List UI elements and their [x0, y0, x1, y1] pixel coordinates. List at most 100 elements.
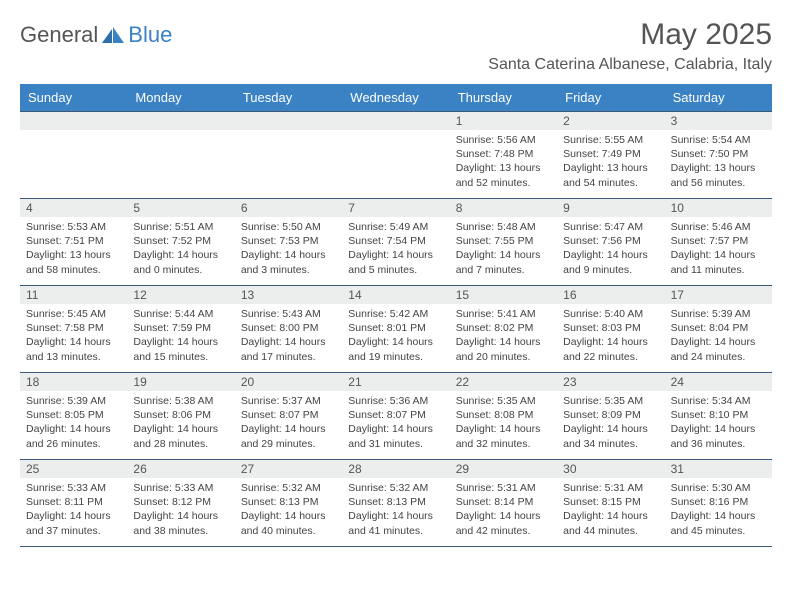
sunrise-text: Sunrise: 5:31 AM — [563, 481, 658, 495]
day-details: Sunrise: 5:48 AMSunset: 7:55 PMDaylight:… — [456, 220, 551, 277]
logo-text-blue: Blue — [128, 22, 172, 48]
sunset-text: Sunset: 8:12 PM — [133, 495, 228, 509]
sunset-text: Sunset: 8:06 PM — [133, 408, 228, 422]
day-cell: 9Sunrise: 5:47 AMSunset: 7:56 PMDaylight… — [557, 199, 664, 285]
daylight-text: Daylight: 14 hours and 31 minutes. — [348, 422, 443, 450]
daylight-text: Daylight: 14 hours and 41 minutes. — [348, 509, 443, 537]
day-number — [235, 112, 342, 130]
day-details: Sunrise: 5:36 AMSunset: 8:07 PMDaylight:… — [348, 394, 443, 451]
sunset-text: Sunset: 7:54 PM — [348, 234, 443, 248]
sunrise-text: Sunrise: 5:56 AM — [456, 133, 551, 147]
week-row: 1Sunrise: 5:56 AMSunset: 7:48 PMDaylight… — [20, 111, 772, 198]
sunset-text: Sunset: 8:09 PM — [563, 408, 658, 422]
daylight-text: Daylight: 14 hours and 44 minutes. — [563, 509, 658, 537]
sunset-text: Sunset: 8:07 PM — [348, 408, 443, 422]
weekday-header: Monday — [127, 84, 234, 111]
weekday-header-row: SundayMondayTuesdayWednesdayThursdayFrid… — [20, 84, 772, 111]
day-cell: 23Sunrise: 5:35 AMSunset: 8:09 PMDayligh… — [557, 373, 664, 459]
daylight-text: Daylight: 13 hours and 58 minutes. — [26, 248, 121, 276]
sunset-text: Sunset: 7:52 PM — [133, 234, 228, 248]
day-number: 24 — [665, 373, 772, 391]
sunrise-text: Sunrise: 5:38 AM — [133, 394, 228, 408]
day-cell: 2Sunrise: 5:55 AMSunset: 7:49 PMDaylight… — [557, 112, 664, 198]
day-details: Sunrise: 5:37 AMSunset: 8:07 PMDaylight:… — [241, 394, 336, 451]
day-details: Sunrise: 5:38 AMSunset: 8:06 PMDaylight:… — [133, 394, 228, 451]
daylight-text: Daylight: 14 hours and 29 minutes. — [241, 422, 336, 450]
sunrise-text: Sunrise: 5:50 AM — [241, 220, 336, 234]
sunrise-text: Sunrise: 5:39 AM — [26, 394, 121, 408]
day-cell: 15 Sunrise: 5:41 AMSunset: 8:02 PMDayligh… — [450, 286, 557, 372]
daylight-text: Daylight: 14 hours and 40 minutes. — [241, 509, 336, 537]
day-number: 15 — [450, 286, 557, 304]
sunset-text: Sunset: 8:01 PM — [348, 321, 443, 335]
daylight-text: Daylight: 14 hours and 11 minutes. — [671, 248, 766, 276]
day-number: 28 — [342, 460, 449, 478]
page-header: General Blue May 2025 Santa Caterina Alb… — [20, 18, 772, 74]
day-cell: 29Sunrise: 5:31 AMSunset: 8:14 PMDayligh… — [450, 460, 557, 546]
daylight-text: Daylight: 14 hours and 45 minutes. — [671, 509, 766, 537]
week-row: 4Sunrise: 5:53 AMSunset: 7:51 PMDaylight… — [20, 198, 772, 285]
day-number: 29 — [450, 460, 557, 478]
day-details: Sunrise: 5:32 AMSunset: 8:13 PMDaylight:… — [241, 481, 336, 538]
day-details: Sunrise: 5:56 AMSunset: 7:48 PMDaylight:… — [456, 133, 551, 190]
day-details: Sunrise: 5:40 AMSunset: 8:03 PMDaylight:… — [563, 307, 658, 364]
daylight-text: Daylight: 14 hours and 17 minutes. — [241, 335, 336, 363]
sunset-text: Sunset: 7:58 PM — [26, 321, 121, 335]
sunrise-text: Sunrise: 5:37 AM — [241, 394, 336, 408]
sunrise-text: Sunrise: 5:42 AM — [348, 307, 443, 321]
sunset-text: Sunset: 8:03 PM — [563, 321, 658, 335]
day-cell: 12Sunrise: 5:44 AMSunset: 7:59 PMDayligh… — [127, 286, 234, 372]
day-details: Sunrise: 5:35 AMSunset: 8:09 PMDaylight:… — [563, 394, 658, 451]
logo-sail-icon — [102, 27, 124, 43]
day-cell: 1Sunrise: 5:56 AMSunset: 7:48 PMDaylight… — [450, 112, 557, 198]
day-cell: 28Sunrise: 5:32 AMSunset: 8:13 PMDayligh… — [342, 460, 449, 546]
day-details: Sunrise: 5:50 AMSunset: 7:53 PMDaylight:… — [241, 220, 336, 277]
week-row: 11Sunrise: 5:45 AMSunset: 7:58 PMDayligh… — [20, 285, 772, 372]
sunrise-text: Sunrise: 5:46 AM — [671, 220, 766, 234]
day-number: 6 — [235, 199, 342, 217]
day-details: Sunrise: 5:39 AMSunset: 8:05 PMDaylight:… — [26, 394, 121, 451]
daylight-text: Daylight: 14 hours and 38 minutes. — [133, 509, 228, 537]
sunrise-text: Sunrise: 5:34 AM — [671, 394, 766, 408]
month-title: May 2025 — [488, 18, 772, 52]
day-cell: 30Sunrise: 5:31 AMSunset: 8:15 PMDayligh… — [557, 460, 664, 546]
sunset-text: Sunset: 7:56 PM — [563, 234, 658, 248]
day-number: 26 — [127, 460, 234, 478]
sunrise-text: Sunrise: 5:55 AM — [563, 133, 658, 147]
day-cell — [342, 112, 449, 198]
daylight-text: Daylight: 13 hours and 54 minutes. — [563, 161, 658, 189]
day-number: 30 — [557, 460, 664, 478]
day-details: Sunrise: 5:46 AMSunset: 7:57 PMDaylight:… — [671, 220, 766, 277]
daylight-text: Daylight: 14 hours and 22 minutes. — [563, 335, 658, 363]
calendar-grid: SundayMondayTuesdayWednesdayThursdayFrid… — [20, 84, 772, 547]
daylight-text: Daylight: 14 hours and 36 minutes. — [671, 422, 766, 450]
day-number: 19 — [127, 373, 234, 391]
daylight-text: Daylight: 14 hours and 9 minutes. — [563, 248, 658, 276]
day-number: 10 — [665, 199, 772, 217]
sunrise-text: Sunrise: 5:33 AM — [26, 481, 121, 495]
daylight-text: Daylight: 14 hours and 0 minutes. — [133, 248, 228, 276]
day-cell: 17Sunrise: 5:39 AMSunset: 8:04 PMDayligh… — [665, 286, 772, 372]
sunrise-text: Sunrise: 5:48 AM — [456, 220, 551, 234]
weekday-header: Thursday — [450, 84, 557, 111]
day-details: Sunrise: 5:39 AMSunset: 8:04 PMDaylight:… — [671, 307, 766, 364]
day-details: Sunrise: 5:43 AMSunset: 8:00 PMDaylight:… — [241, 307, 336, 364]
day-details: Sunrise: 5:41 AMSunset: 8:02 PMDaylight:… — [456, 307, 551, 364]
sunrise-text: Sunrise: 5:35 AM — [563, 394, 658, 408]
sunset-text: Sunset: 7:49 PM — [563, 147, 658, 161]
weekday-header: Wednesday — [342, 84, 449, 111]
day-details: Sunrise: 5:44 AMSunset: 7:59 PMDaylight:… — [133, 307, 228, 364]
day-cell: 11Sunrise: 5:45 AMSunset: 7:58 PMDayligh… — [20, 286, 127, 372]
sunrise-text: Sunrise: 5:31 AM — [456, 481, 551, 495]
sunrise-text: Sunrise: 5:41 AM — [456, 307, 551, 321]
title-block: May 2025 Santa Caterina Albanese, Calabr… — [488, 18, 772, 74]
sunset-text: Sunset: 7:48 PM — [456, 147, 551, 161]
sunset-text: Sunset: 8:04 PM — [671, 321, 766, 335]
day-cell: 16Sunrise: 5:40 AMSunset: 8:03 PMDayligh… — [557, 286, 664, 372]
day-details: Sunrise: 5:33 AMSunset: 8:12 PMDaylight:… — [133, 481, 228, 538]
day-details: Sunrise: 5:54 AMSunset: 7:50 PMDaylight:… — [671, 133, 766, 190]
day-cell: 31Sunrise: 5:30 AMSunset: 8:16 PMDayligh… — [665, 460, 772, 546]
sunrise-text: Sunrise: 5:32 AM — [348, 481, 443, 495]
weekday-header: Friday — [557, 84, 664, 111]
daylight-text: Daylight: 14 hours and 13 minutes. — [26, 335, 121, 363]
